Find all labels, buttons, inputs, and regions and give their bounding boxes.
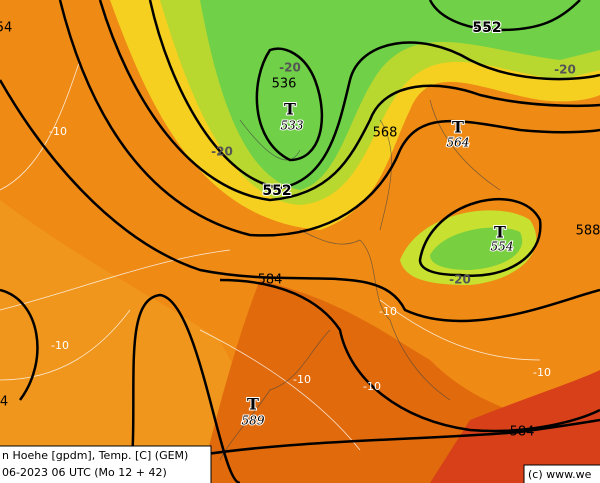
isotherm-label: -20	[554, 63, 576, 77]
height-contour	[98, 0, 600, 202]
contour-label: 4	[0, 395, 8, 410]
cold-area	[430, 227, 523, 270]
contour-label: 552	[262, 183, 291, 199]
credit: (c) www.we	[528, 468, 592, 481]
height-contour	[0, 79, 600, 323]
isotherm-label: -10	[49, 125, 67, 138]
contour-label: 588	[576, 224, 600, 239]
isotherm-label: -10	[533, 366, 551, 379]
isotherm-label: -20	[449, 273, 471, 287]
hot-area	[430, 370, 600, 483]
contour-label: 568	[373, 126, 398, 141]
low-value: 589	[242, 414, 265, 428]
contour-label: 536	[272, 77, 297, 92]
height-contour	[418, 198, 542, 277]
isotherm-label: -10	[363, 380, 381, 393]
isotherm-label: -20	[211, 145, 233, 159]
height-contour	[128, 293, 241, 483]
contour-label: 584	[510, 425, 535, 440]
low-marker: T	[247, 395, 259, 414]
height-contour	[148, 0, 600, 190]
low-marker: T	[494, 223, 506, 242]
height-contour	[219, 278, 600, 433]
height-contour	[0, 288, 39, 401]
height-contour	[255, 47, 324, 162]
height-contour	[428, 0, 581, 32]
low-value: 564	[447, 136, 470, 150]
cold-area	[200, 0, 600, 190]
contour-label: 54	[0, 21, 12, 36]
contour-label: 584	[258, 273, 283, 288]
isotherm-label: -10	[51, 339, 69, 352]
caption-box	[0, 445, 212, 483]
isotherm	[0, 59, 541, 451]
low-marker: T	[452, 118, 464, 137]
contour-label: 552	[472, 20, 501, 36]
credit-box	[523, 464, 600, 483]
caption-line: n Hoehe [gpdm], Temp. [C] (GEM)	[2, 449, 188, 462]
isotherm-label: -10	[379, 305, 397, 318]
low-value: 554	[491, 240, 514, 254]
low-value: 533	[281, 119, 304, 133]
low-marker: T	[284, 100, 296, 119]
height-contour	[58, 0, 600, 237]
caption-line: 06-2023 06 UTC (Mo 12 + 42)	[2, 466, 167, 479]
isotherm-label: -20	[279, 61, 301, 75]
coastline	[219, 99, 501, 461]
isotherm-label: -10	[293, 373, 311, 386]
height-contour	[199, 418, 600, 457]
